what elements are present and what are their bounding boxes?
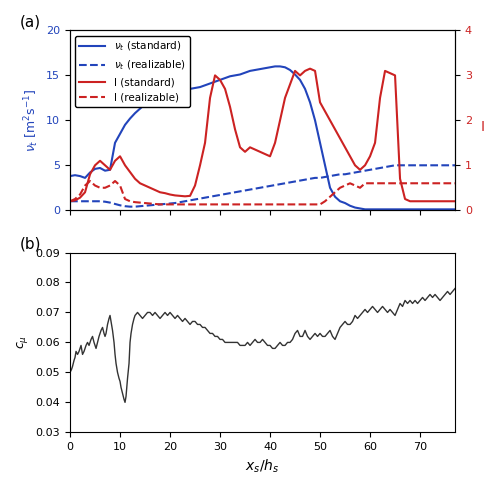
$\nu_t$ (realizable) [267,183,273,189]
Y-axis label: $\nu_t$ [m$^2$s$^{-1}$]: $\nu_t$ [m$^2$s$^{-1}$] [22,89,40,152]
$\nu_t$ (standard) [132,110,138,116]
$\nu_t$ (standard) [362,206,368,212]
I (standard) [347,153,353,159]
$\nu_t$ (realizable) [452,162,458,168]
$\nu_t$ (realizable) [137,203,143,209]
$\nu_t$ (standard) [452,206,458,212]
$\nu_t$ (standard) [92,166,98,172]
$\nu_t$ (realizable) [67,198,73,204]
I (realizable) [352,183,358,189]
Text: (a): (a) [20,15,41,30]
I (standard) [92,162,98,168]
I (standard) [307,66,313,72]
I (realizable) [67,198,73,204]
Y-axis label: I: I [481,121,485,134]
I (realizable) [202,201,208,207]
$\nu_t$ (realizable) [197,196,203,201]
$\nu_t$ (standard) [192,85,198,91]
$\nu_t$ (standard) [272,63,278,69]
Line: I (realizable): I (realizable) [70,181,455,204]
$\nu_t$ (standard) [262,65,268,71]
I (realizable) [87,178,93,184]
I (realizable) [272,201,278,207]
$\nu_t$ (standard) [347,203,353,209]
Line: $\nu_t$ (realizable): $\nu_t$ (realizable) [70,165,455,207]
$\nu_t$ (realizable) [347,171,353,176]
$\nu_t$ (realizable) [392,162,398,168]
I (realizable) [97,185,103,191]
I (realizable) [452,180,458,186]
$\nu_t$ (realizable) [92,198,98,204]
I (standard) [262,151,268,157]
I (standard) [192,183,198,189]
$\nu_t$ (standard) [232,73,238,78]
Line: $\nu_t$ (standard): $\nu_t$ (standard) [70,66,455,209]
Text: (b): (b) [20,237,42,252]
X-axis label: $x_s/h_s$: $x_s/h_s$ [246,458,280,475]
$\nu_t$ (standard) [67,173,73,179]
I (standard) [67,198,73,204]
I (realizable) [157,201,163,207]
$\nu_t$ (realizable) [127,204,133,210]
I (standard) [452,198,458,204]
I (standard) [232,126,238,132]
$\nu_t$ (realizable) [237,189,243,195]
Line: I (standard): I (standard) [70,69,455,201]
I (standard) [132,176,138,182]
I (realizable) [242,201,248,207]
Legend: $\nu_t$ (standard), $\nu_t$ (realizable), I (standard), I (realizable): $\nu_t$ (standard), $\nu_t$ (realizable)… [75,36,190,107]
I (realizable) [137,199,143,205]
Y-axis label: $c_\mu$: $c_\mu$ [15,335,30,349]
